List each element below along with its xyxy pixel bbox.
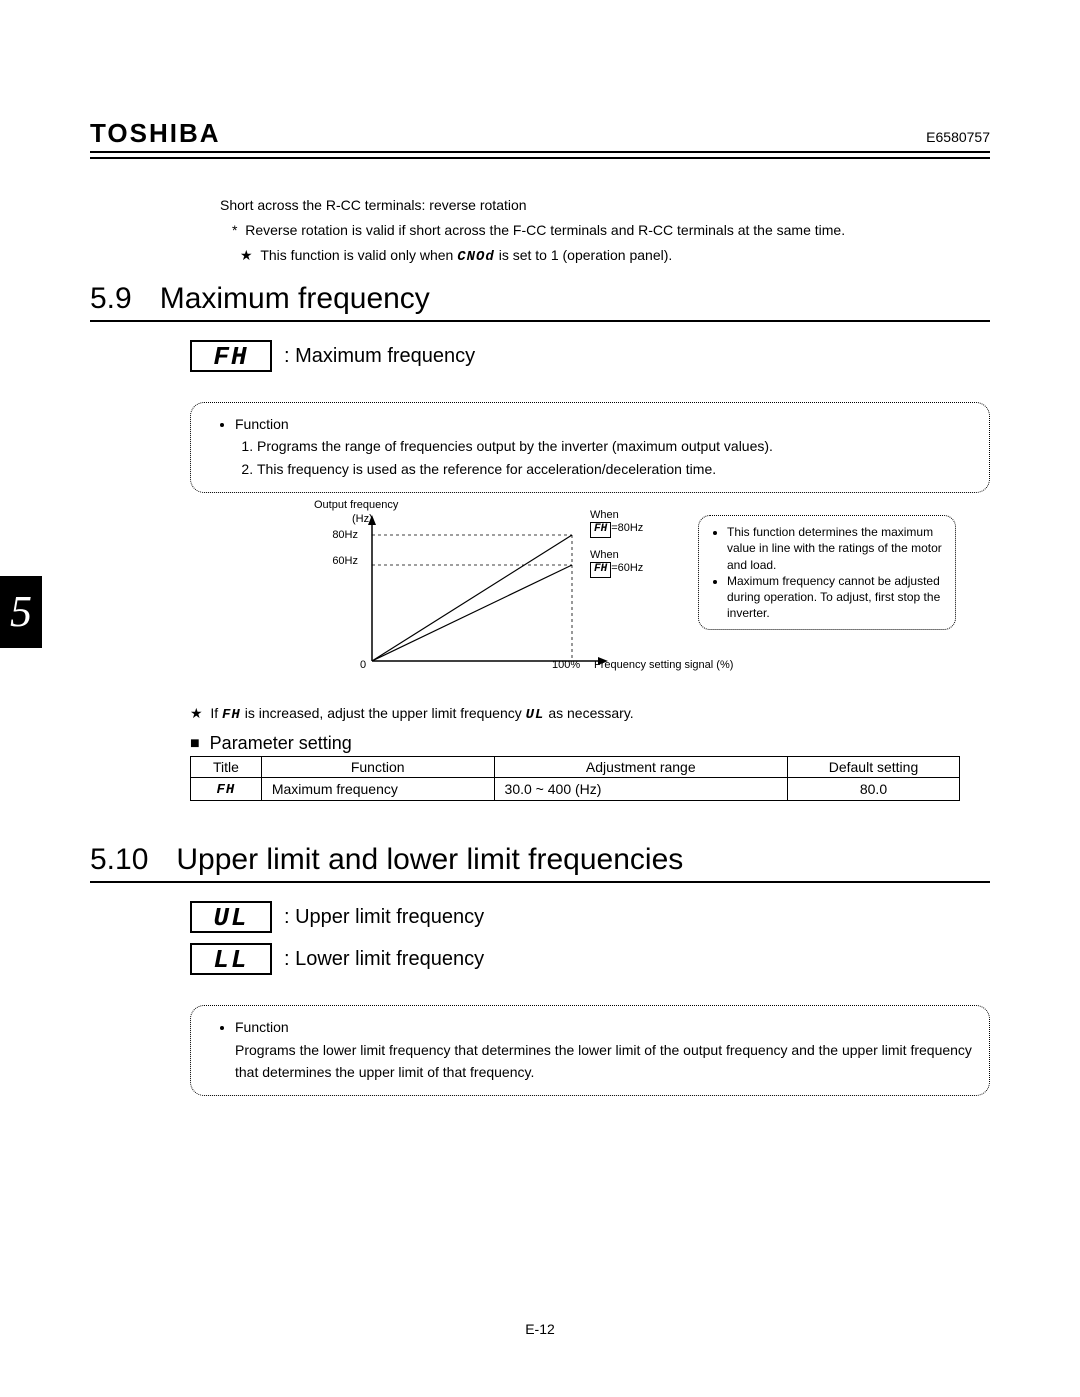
th-range: Adjustment range (494, 757, 787, 778)
td-function: Maximum frequency (261, 778, 494, 801)
function-text-510: Programs the lower limit frequency that … (221, 1039, 973, 1084)
ul-label: : Upper limit frequency (284, 906, 484, 929)
x-max-label: 100% (552, 659, 580, 671)
chart-note-item: This function determines the maximum val… (727, 524, 943, 573)
chapter-tab: 5 (0, 576, 42, 648)
ll-code-box: LL (190, 943, 272, 975)
section-rule-59 (90, 320, 990, 322)
fh-code-box: FH (190, 340, 272, 372)
intro-asterisk-text: Reverse rotation is valid if short acros… (245, 222, 845, 238)
cnod-code: CNOd (457, 249, 495, 265)
chart-svg (272, 511, 612, 681)
td-title: FH (217, 782, 236, 798)
intro-line: Short across the R-CC terminals: reverse… (220, 195, 990, 216)
section-number-59: 5.9 (90, 282, 132, 316)
series-code-1: FH (590, 522, 611, 537)
th-function: Function (261, 757, 494, 778)
ll-label: : Lower limit frequency (284, 948, 484, 971)
td-range: 30.0 ~ 400 (Hz) (494, 778, 787, 801)
function-heading-510: Function (235, 1016, 973, 1038)
function-box-59: Function Programs the range of frequenci… (190, 402, 990, 493)
x-axis-label: Frequency setting signal (%) (594, 659, 733, 671)
function-item: Programs the range of frequencies output… (257, 435, 973, 457)
intro-asterisk-note: * Reverse rotation is valid if short acr… (220, 220, 990, 241)
x-origin-label: 0 (360, 659, 366, 671)
intro-star-note: ★ This function is valid only when CNOd … (220, 245, 990, 268)
doc-number: E6580757 (926, 129, 990, 145)
series-when-2: When (590, 549, 619, 561)
header-rule (90, 151, 990, 159)
td-default: 80.0 (787, 778, 959, 801)
function-item: This frequency is used as the reference … (257, 458, 973, 480)
parameter-setting-heading: ■ Parameter setting (190, 733, 990, 754)
page-footer: E-12 (0, 1321, 1080, 1337)
section-title-510: Upper limit and lower limit frequencies (176, 843, 683, 877)
function-box-510: Function Programs the lower limit freque… (190, 1005, 990, 1096)
parameter-table: Title Function Adjustment range Default … (190, 756, 960, 801)
chart-note-box: This function determines the maximum val… (698, 515, 956, 630)
ul-inline: UL (526, 707, 545, 723)
section-title-59: Maximum frequency (160, 282, 430, 316)
series-code-2: FH (590, 562, 611, 577)
chart-note-item: Maximum frequency cannot be adjusted dur… (727, 573, 943, 622)
fh-label: : Maximum frequency (284, 345, 475, 368)
th-default: Default setting (787, 757, 959, 778)
fh-chart: Output frequency (Hz) 80Hz 60Hz 0 (226, 501, 990, 691)
series-when-1: When (590, 509, 619, 521)
series-post-1: =80Hz (611, 522, 643, 534)
section-rule-510 (90, 881, 990, 883)
brand-logo: TOSHIBA (90, 118, 221, 149)
post-chart-note: ★ If FH is increased, adjust the upper l… (190, 705, 990, 723)
function-heading: Function (235, 413, 973, 435)
series-post-2: =60Hz (611, 562, 643, 574)
fh-inline: FH (222, 707, 241, 723)
th-title: Title (191, 757, 262, 778)
section-number-510: 5.10 (90, 843, 148, 877)
y-axis-label: Output frequency (314, 499, 398, 511)
ul-code-box: UL (190, 901, 272, 933)
